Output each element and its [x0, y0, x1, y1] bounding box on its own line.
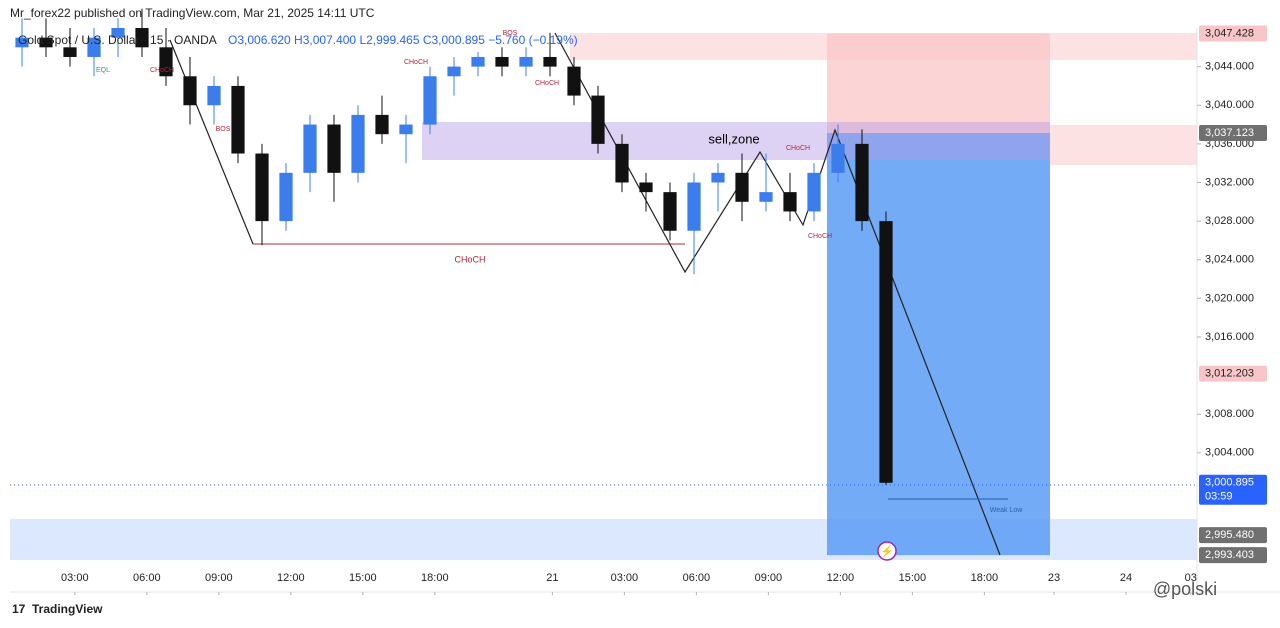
- ohlc: O3,006.620 H3,007.400 L2,999.465 C3,000.…: [228, 33, 578, 47]
- candle-body: [735, 172, 749, 202]
- candle-body: [495, 56, 509, 67]
- candle-body: [471, 56, 485, 67]
- candle-body: [687, 182, 701, 231]
- bos-label: BOS: [216, 126, 231, 133]
- x-tick-label: 12:00: [277, 572, 305, 584]
- choch-label: CHoCH: [786, 145, 810, 152]
- last-price-tag: [1199, 474, 1267, 505]
- event-icon-glyph: ⚡: [880, 545, 894, 558]
- candle-body: [351, 114, 365, 173]
- candle-body: [183, 76, 197, 106]
- x-tick-label: 24: [1120, 572, 1132, 584]
- price-tag-label: 2,995.480: [1205, 529, 1254, 541]
- zigzag: [169, 39, 254, 245]
- candle-body: [591, 95, 605, 144]
- candle-body: [255, 153, 269, 222]
- candle-body: [279, 172, 293, 222]
- x-tick-label: 15:00: [899, 572, 927, 584]
- x-tick-label: 18:00: [971, 572, 999, 584]
- y-tick-label: 3,020.000: [1205, 292, 1254, 304]
- candle-body: [519, 56, 533, 67]
- publisher: Mr_forex22 published on TradingView.com,…: [10, 6, 375, 20]
- countdown: 03:59: [1205, 491, 1233, 503]
- x-tick-label: 12:00: [827, 572, 855, 584]
- x-tick-label: 09:00: [205, 572, 233, 584]
- y-tick-label: 3,016.000: [1205, 331, 1254, 343]
- supply-zone: [1050, 125, 1197, 165]
- candle-body: [87, 37, 101, 57]
- stop-zone: [827, 33, 1050, 134]
- candle-body: [111, 28, 125, 38]
- candle-body: [399, 124, 413, 135]
- candle-body: [327, 124, 341, 173]
- event-icon[interactable]: [877, 541, 897, 561]
- candle-body: [663, 192, 677, 231]
- symbol: Gold Spot / U.S. Dollar · 15 · OANDA: [18, 33, 217, 47]
- y-tick-label: 3,024.000: [1205, 254, 1254, 266]
- choch-label: CHoCH: [404, 59, 428, 66]
- logo: TradingView: [32, 602, 103, 616]
- candle-body: [615, 143, 629, 183]
- price-tag: [1199, 365, 1267, 382]
- choch-label: CHoCH: [454, 254, 485, 264]
- eql-label: EQL: [96, 67, 110, 74]
- candle-body: [231, 85, 245, 154]
- y-tick-label: 3,040.000: [1205, 99, 1254, 111]
- x-tick-label: 03: [1185, 572, 1197, 584]
- price-tag-label: 3,037.123: [1205, 127, 1254, 139]
- candle-body: [63, 47, 77, 57]
- watermark: @polski: [1153, 579, 1217, 599]
- candle-body: [783, 192, 797, 212]
- choch-label: CHoCH: [150, 67, 174, 74]
- choch-label: CHoCH: [535, 80, 559, 87]
- x-tick-label: 03:00: [61, 572, 89, 584]
- x-tick-label: 06:00: [683, 572, 711, 584]
- candle-body: [375, 114, 389, 135]
- price-tag-label: 3,012.203: [1205, 368, 1254, 380]
- price-tag: [1199, 125, 1267, 142]
- sell-zone-label: sell,zone: [708, 131, 759, 146]
- x-tick-label: 09:00: [755, 572, 783, 584]
- y-tick-label: 3,004.000: [1205, 447, 1254, 459]
- price-tag: [1199, 25, 1267, 42]
- y-tick-label: 3,008.000: [1205, 408, 1254, 420]
- candle-body: [39, 37, 53, 48]
- candle-body: [15, 37, 29, 48]
- candle-body: [855, 143, 869, 222]
- candle-body: [543, 56, 557, 67]
- weak-low-label: Weak Low: [990, 507, 1023, 514]
- y-tick-label: 3,028.000: [1205, 215, 1254, 227]
- bos-label: BOS: [503, 30, 518, 37]
- candle-body: [711, 172, 725, 183]
- price-tag-label: 2,993.403: [1205, 549, 1254, 561]
- candle-body: [135, 28, 149, 48]
- candle-body: [831, 143, 845, 173]
- price-tag: [1199, 527, 1267, 544]
- x-tick-label: 18:00: [421, 572, 449, 584]
- x-tick-label: 03:00: [611, 572, 639, 584]
- x-tick-label: 21: [546, 572, 558, 584]
- candle-body: [207, 85, 221, 106]
- logo-icon: 17: [12, 602, 26, 616]
- candle-body: [879, 221, 893, 483]
- x-tick-label: 23: [1048, 572, 1060, 584]
- x-tick-label: 06:00: [133, 572, 161, 584]
- candle-body: [759, 192, 773, 202]
- candle-body: [423, 76, 437, 125]
- candle-body: [447, 66, 461, 77]
- price-tag: [1199, 547, 1267, 564]
- x-tick-label: 15:00: [349, 572, 377, 584]
- choch-label: CHoCH: [808, 233, 832, 240]
- sell-zone: [422, 122, 1050, 160]
- candle-body: [567, 66, 581, 96]
- last-price-label: 3,000.895: [1205, 477, 1254, 489]
- y-tick-label: 3,044.000: [1205, 61, 1254, 73]
- price-tag-label: 3,047.428: [1205, 27, 1254, 39]
- y-tick-label: 3,032.000: [1205, 176, 1254, 188]
- candle-body: [807, 172, 821, 212]
- candle-body: [159, 47, 173, 77]
- candle-body: [303, 124, 317, 173]
- candle-body: [639, 182, 653, 193]
